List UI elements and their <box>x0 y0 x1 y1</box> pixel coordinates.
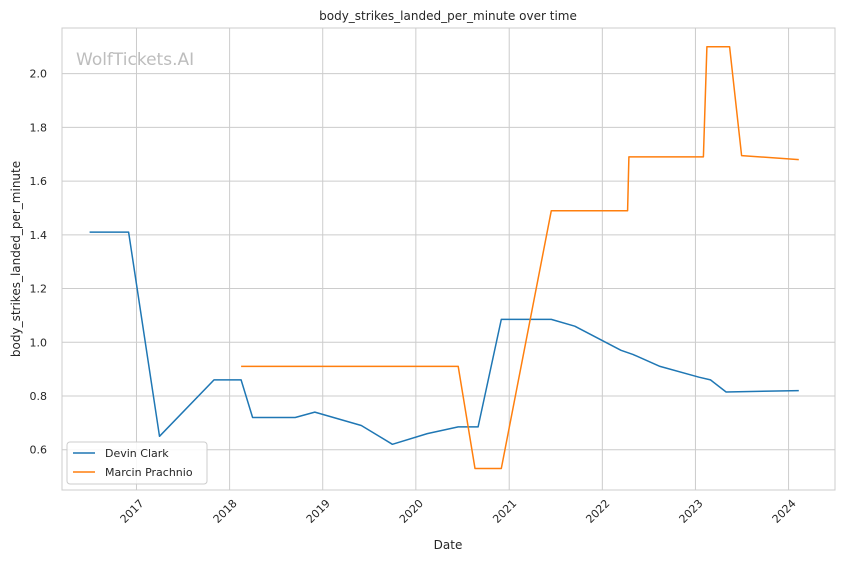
y-tick-label: 1.0 <box>30 336 48 349</box>
series-line-marcin-prachnio <box>241 46 799 470</box>
y-tick-label: 0.8 <box>30 390 48 403</box>
chart-title: body_strikes_landed_per_minute over time <box>319 9 577 23</box>
y-tick-label: 0.6 <box>30 444 48 457</box>
watermark: WolfTickets.AI <box>76 50 194 70</box>
series-lines <box>89 46 799 470</box>
y-tick-labels: 0.6 0.8 1.0 1.2 1.4 1.6 1.8 2.0 <box>30 68 48 457</box>
legend: Devin Clark Marcin Prachnio <box>66 441 208 485</box>
y-axis-label: body_strikes_landed_per_minute <box>9 161 23 357</box>
y-tick-label: 1.4 <box>30 229 48 242</box>
plot-frame <box>61 27 836 491</box>
y-tick-label: 1.6 <box>30 175 48 188</box>
legend-label-devin-clark: Devin Clark <box>105 447 169 460</box>
y-tick-label: 1.8 <box>30 121 48 134</box>
series-line-devin-clark <box>89 231 799 446</box>
legend-label-marcin-prachnio: Marcin Prachnio <box>105 466 193 479</box>
legend-box <box>66 441 208 485</box>
y-tick-label: 2.0 <box>30 68 48 81</box>
y-tick-label: 1.2 <box>30 283 48 296</box>
x-axis-label: Date <box>434 538 463 552</box>
